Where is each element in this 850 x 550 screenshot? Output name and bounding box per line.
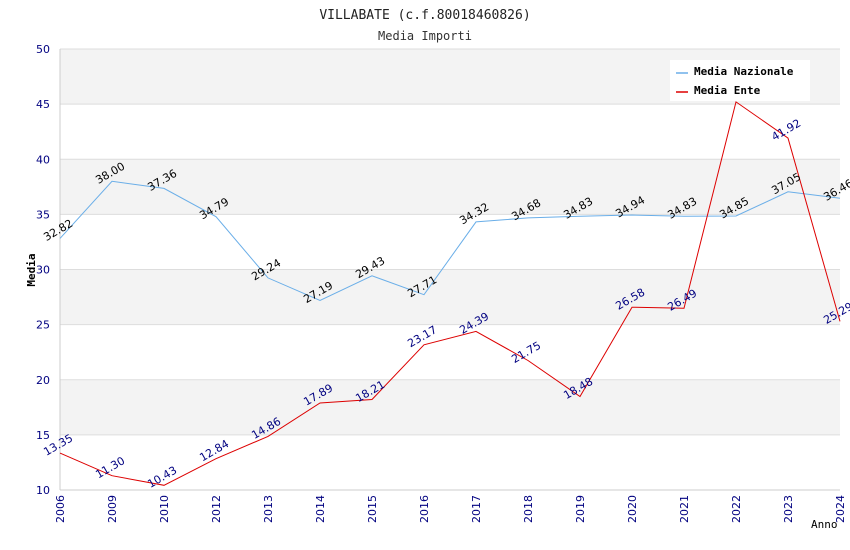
y-tick-label-15: 15 — [36, 429, 50, 442]
band-2 — [60, 324, 840, 380]
x-tick-label-2006: 2006 — [54, 495, 67, 523]
x-tick-label-2012: 2012 — [210, 495, 223, 523]
x-tick-label-2010: 2010 — [158, 495, 171, 523]
y-tick-label-45: 45 — [36, 98, 50, 111]
y-tick-label-40: 40 — [36, 153, 50, 166]
series-line-media-nazionale — [59, 180, 841, 302]
x-tick-label-2023: 2023 — [782, 495, 795, 523]
y-tick-label-50: 50 — [36, 43, 50, 56]
x-tick-label-2020: 2020 — [626, 495, 639, 523]
y-tick-label-30: 30 — [36, 264, 50, 277]
band-4 — [60, 214, 840, 270]
x-tick-label-2024: 2024 — [834, 495, 847, 523]
legend-label-media-ente: Media Ente — [694, 84, 761, 97]
series-lines — [59, 101, 841, 486]
x-tick-label-2016: 2016 — [418, 495, 431, 523]
y-tick-label-20: 20 — [36, 374, 50, 387]
x-tick-labels: 2006 2009 2010 2012 2013 2014 2015 2016 2017 2018… — [54, 495, 847, 523]
y-tick-label-35: 35 — [36, 208, 50, 221]
x-axis-label: Anno — [811, 518, 838, 531]
band-0 — [60, 434, 840, 490]
chart-title: VILLABATE (c.f.80018460826) — [319, 8, 530, 23]
y-tick-label-10: 10 — [36, 484, 50, 497]
x-tick-label-2015: 2015 — [366, 495, 379, 523]
legend: Media Nazionale Media Ente — [670, 60, 810, 101]
band-3 — [60, 269, 840, 325]
x-tick-label-2019: 2019 — [574, 495, 587, 523]
legend-label-media-nazionale: Media Nazionale — [694, 65, 794, 78]
axes — [59, 49, 840, 491]
y-axis-label: Media — [25, 253, 38, 286]
band-1 — [60, 379, 840, 435]
legend-box — [670, 60, 810, 101]
x-tick-label-2021: 2021 — [678, 495, 691, 523]
plot-background-bands — [60, 49, 840, 490]
x-tick-label-2018: 2018 — [522, 495, 535, 523]
y-tick-labels: 10 15 20 25 30 35 40 45 50 — [36, 43, 50, 497]
x-tick-label-2009: 2009 — [106, 495, 119, 523]
x-tick-label-2022: 2022 — [730, 495, 743, 523]
series-line-media-ente — [59, 101, 841, 486]
chart-subtitle: Media Importi — [378, 29, 472, 43]
y-tick-label-25: 25 — [36, 319, 50, 332]
band-6 — [60, 104, 840, 160]
x-tick-label-2017: 2017 — [470, 495, 483, 523]
x-tick-label-2013: 2013 — [262, 495, 275, 523]
x-tick-label-2014: 2014 — [314, 495, 327, 523]
